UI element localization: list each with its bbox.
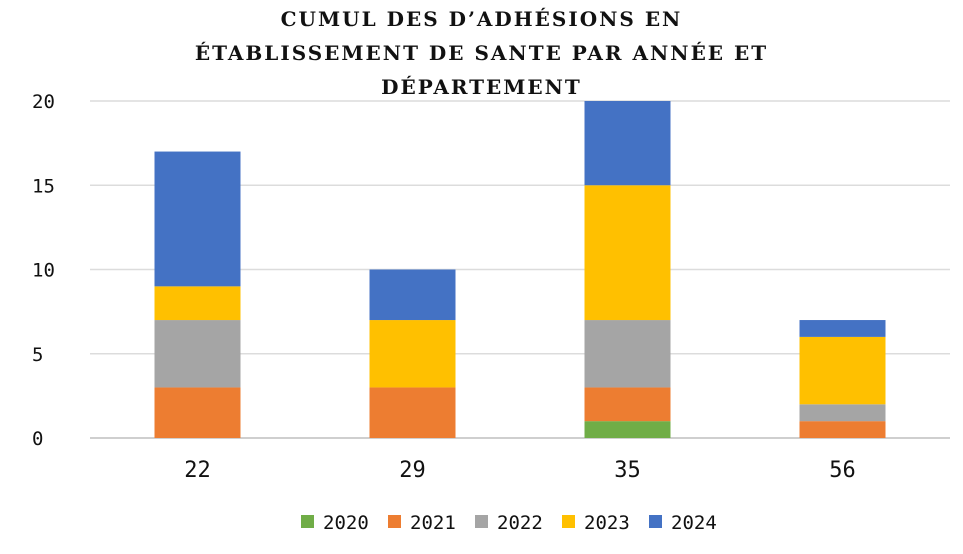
bar-segment-2021-29: [369, 387, 456, 438]
chart-title-line-3: DÉPARTEMENT: [381, 75, 582, 99]
legend-swatch-2024: [649, 515, 662, 528]
y-tick-label: 10: [32, 260, 55, 282]
bar-segment-2023-56: [799, 336, 886, 405]
bar-segment-2024-29: [369, 269, 456, 321]
bar-segment-2022-56: [799, 404, 886, 422]
legend-swatch-2021: [388, 515, 401, 528]
legend-label-2020: 2020: [323, 512, 369, 534]
y-tick-label: 5: [32, 344, 43, 366]
legend-swatch-2022: [475, 515, 488, 528]
y-tick-label: 20: [32, 91, 55, 113]
bar-segment-2023-29: [369, 320, 456, 388]
legend-label-2023: 2023: [584, 512, 630, 534]
x-tick-label: 56: [829, 458, 856, 483]
x-tick-label: 22: [184, 458, 211, 483]
bar-segment-2022-35: [584, 320, 671, 388]
legend-label-2021: 2021: [410, 512, 456, 534]
chart-title-line-2: ÉTABLISSEMENT DE SANTE PAR ANNÉE ET: [194, 41, 769, 65]
y-tick-label: 15: [32, 175, 55, 197]
bar-segment-2024-35: [584, 101, 671, 186]
bar-segment-2022-22: [154, 320, 241, 388]
chart-title-line-1: CUMUL DES D’ADHÉSIONS EN: [280, 7, 683, 31]
y-tick-label: 0: [32, 428, 43, 450]
x-tick-label: 29: [399, 458, 426, 483]
legend-swatch-2020: [301, 515, 314, 528]
bar-segment-2023-22: [154, 286, 241, 321]
bar-segment-2024-56: [799, 320, 886, 337]
legend-swatch-2023: [562, 515, 575, 528]
x-tick-label: 35: [614, 458, 641, 483]
bar-segment-2021-35: [584, 387, 671, 422]
bar-segment-2020-35: [584, 421, 671, 438]
bar-segment-2024-22: [154, 151, 241, 287]
bar-segment-2021-56: [799, 421, 886, 438]
bar-segment-2023-35: [584, 185, 671, 321]
legend-label-2024: 2024: [671, 512, 717, 534]
legend-label-2022: 2022: [497, 512, 543, 534]
bar-segment-2021-22: [154, 387, 241, 438]
